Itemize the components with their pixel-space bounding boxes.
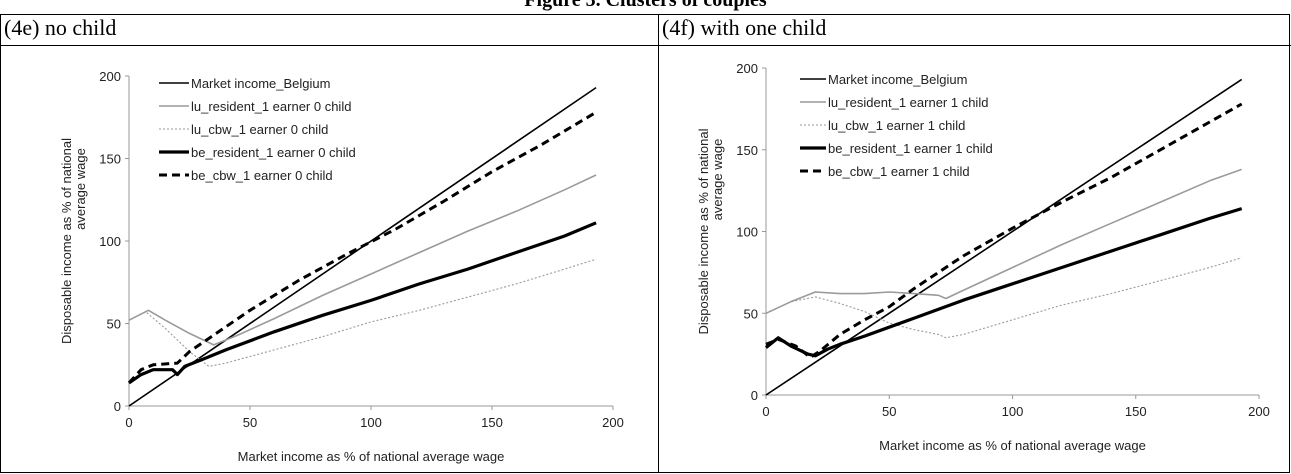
y-tick-label: 50 [107,317,121,332]
series-line-2 [128,258,597,367]
x-tick-label: 200 [1248,404,1270,419]
legend-label-1: lu_resident_1 earner 1 child [828,95,988,110]
x-axis-label: Market income as % of national average w… [238,449,505,464]
x-tick-label: 0 [762,404,769,419]
y-axis-label-line1: Disposable income as % of national [59,138,74,344]
x-tick-label: 150 [1125,404,1147,419]
panel-title-4e: (4e) no child [4,15,117,40]
y-tick-label: 0 [114,399,121,414]
panel-title-4f: (4f) with one child [662,15,827,40]
y-axis-label-line2: average wage [73,148,88,230]
x-tick-label: 150 [481,415,503,430]
series-line-4 [765,102,1243,359]
x-tick-label: 200 [602,415,624,430]
chart-4e-no-child: 0 50 100 150 200 0 50 100 150 200 Market income as… [59,69,624,464]
y-tick-label: 200 [99,69,121,84]
legend-label-1: lu_resident_1 earner 0 child [191,99,351,114]
legend-label-3: be_resident_1 earner 1 child [828,141,993,156]
y-tick-label: 50 [744,306,758,321]
legend-label-2: lu_cbw_1 earner 0 child [191,122,328,137]
x-tick-label: 100 [1002,404,1024,419]
y-tick-label: 150 [99,152,121,167]
panel-divider [658,14,659,473]
figure-title: Figure 3. Clusters of couples [524,0,767,11]
chart-4f-one-child: 0 50 100 150 200 0 50 100 150 200 Market income as… [696,61,1270,453]
series-line-4 [127,111,597,384]
legend-label-4: be_cbw_1 earner 0 child [191,168,333,183]
x-tick-label: 50 [882,404,896,419]
y-tick-label: 200 [736,61,758,76]
series-line-3 [128,221,597,385]
x-tick-label: 50 [243,415,257,430]
figure-frame [0,14,1290,473]
x-tick-label: 100 [360,415,382,430]
header-divider [0,45,1291,46]
y-tick-label: 100 [736,225,758,240]
y-axis-label-line2: average wage [710,139,725,221]
y-axis-label-line1: Disposable income as % of national [696,128,711,334]
y-tick-label: 0 [751,388,758,403]
series-line-1 [128,174,597,346]
series-line-3 [765,207,1243,358]
series-line-2 [765,257,1242,339]
y-tick-label: 150 [736,143,758,158]
legend-label-0: Market income_Belgium [828,72,967,87]
legend-label-2: lu_cbw_1 earner 1 child [828,118,965,133]
legend-label-3: be_resident_1 earner 0 child [191,145,356,160]
y-tick-label: 100 [99,234,121,249]
legend-label-0: Market income_Belgium [191,76,330,91]
x-tick-label: 0 [125,415,132,430]
series-line-1 [765,168,1242,315]
x-axis-label: Market income as % of national average w… [879,438,1146,453]
legend-label-4: be_cbw_1 earner 1 child [828,164,970,179]
